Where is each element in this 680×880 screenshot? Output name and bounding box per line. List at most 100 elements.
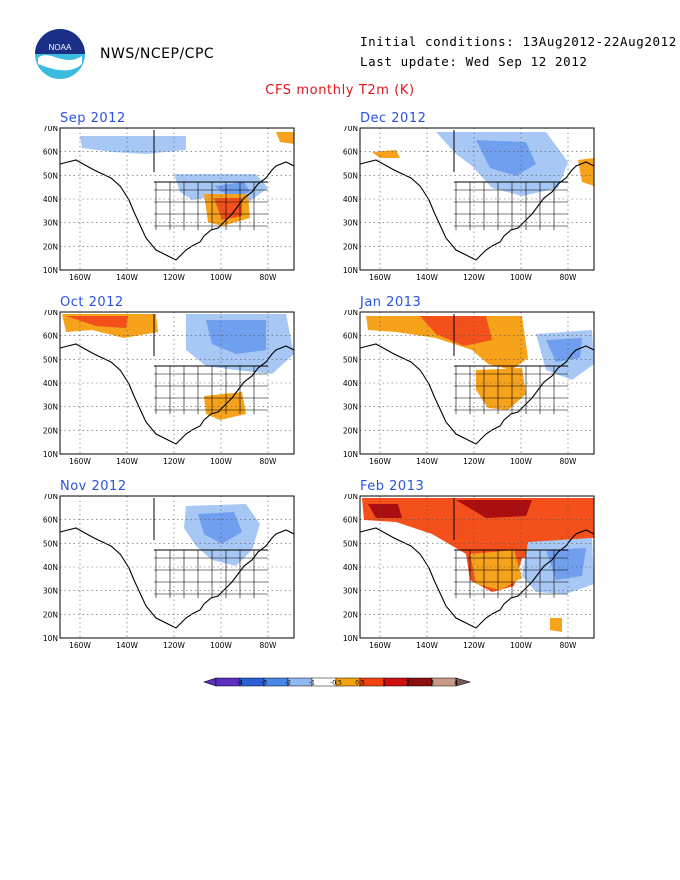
longitude-label: 160W bbox=[69, 641, 91, 650]
longitude-label: 80W bbox=[260, 641, 278, 650]
latitude-label: 40N bbox=[43, 379, 58, 388]
page-title: CFS monthly T2m (K) bbox=[265, 83, 415, 98]
latitude-label: 70N bbox=[43, 494, 58, 501]
anomaly-region bbox=[476, 140, 536, 176]
latitude-label: 30N bbox=[343, 587, 358, 596]
anomaly-region bbox=[578, 158, 594, 186]
organization-name: NWS/NCEP/CPC bbox=[100, 46, 215, 62]
longitude-label: 140W bbox=[116, 457, 138, 466]
latitude-label: 40N bbox=[43, 563, 58, 572]
color-scale-bar: -4 -3 -2 -1 -0.5 0.5 1 2 3 4 bbox=[203, 677, 472, 687]
longitude-label: 160W bbox=[69, 273, 91, 282]
latitude-label: 30N bbox=[343, 219, 358, 228]
colorbar-segment bbox=[383, 677, 409, 687]
latitude-label: 60N bbox=[43, 516, 58, 525]
anomaly-region bbox=[362, 498, 594, 592]
latitude-label: 70N bbox=[343, 126, 358, 133]
coastline bbox=[59, 343, 295, 445]
latitude-label: 50N bbox=[43, 171, 58, 180]
latitude-label: 30N bbox=[43, 587, 58, 596]
panel-title-nov-2012: Nov 2012 bbox=[60, 479, 127, 494]
latitude-label: 20N bbox=[343, 426, 358, 435]
longitude-label: 120W bbox=[163, 273, 185, 282]
longitude-label: 140W bbox=[416, 273, 438, 282]
longitude-label: 100W bbox=[210, 273, 232, 282]
colorbar-label: 4 bbox=[454, 680, 458, 687]
panel-title-sep-2012: Sep 2012 bbox=[60, 111, 126, 126]
colorbar-label: 0.5 bbox=[355, 680, 365, 687]
latitude-label: 60N bbox=[43, 148, 58, 157]
colorbar-label: -4 bbox=[237, 680, 243, 687]
latitude-label: 40N bbox=[343, 563, 358, 572]
longitude-label: 80W bbox=[260, 457, 278, 466]
longitude-label: 160W bbox=[69, 457, 91, 466]
latitude-label: 10N bbox=[43, 450, 58, 459]
anomaly-region bbox=[368, 504, 402, 518]
longitude-label: 100W bbox=[510, 641, 532, 650]
colorbar-label: 1 bbox=[382, 680, 386, 687]
map-frame bbox=[59, 495, 295, 639]
initial-conditions: Initial conditions: 13Aug2012-22Aug2012 bbox=[360, 34, 677, 49]
latitude-label: 30N bbox=[343, 403, 358, 412]
panel-title-feb-2013: Feb 2013 bbox=[360, 479, 425, 494]
map-frame bbox=[359, 127, 595, 271]
map-frame bbox=[359, 311, 595, 455]
latitude-label: 50N bbox=[43, 355, 58, 364]
longitude-label: 100W bbox=[510, 273, 532, 282]
colorbar-left-arrow bbox=[203, 677, 217, 687]
longitude-label: 80W bbox=[260, 273, 278, 282]
last-update: Last update: Wed Sep 12 2012 bbox=[360, 54, 588, 69]
latitude-label: 10N bbox=[43, 634, 58, 643]
longitude-label: 120W bbox=[163, 457, 185, 466]
longitude-label: 140W bbox=[416, 457, 438, 466]
latitude-label: 70N bbox=[43, 126, 58, 133]
map-frame bbox=[359, 495, 595, 639]
latitude-label: 70N bbox=[343, 310, 358, 317]
colorbar-label: -2 bbox=[285, 680, 291, 687]
latitude-label: 10N bbox=[43, 266, 58, 275]
map-panel-nov-2012: 70N 60N 50N 40N 30N 20N 10N 160W 140W 120W 100W 80W… bbox=[43, 494, 295, 650]
latitude-label: 20N bbox=[343, 610, 358, 619]
latitude-label: 20N bbox=[43, 426, 58, 435]
latitude-label: 60N bbox=[343, 148, 358, 157]
latitude-label: 50N bbox=[343, 171, 358, 180]
anomaly-region bbox=[546, 548, 586, 580]
panel-title-jan-2013: Jan 2013 bbox=[360, 295, 422, 310]
anomaly-region bbox=[66, 316, 128, 328]
colorbar-segment bbox=[431, 677, 457, 687]
colorbar-label: 3 bbox=[430, 680, 434, 687]
longitude-label: 160W bbox=[369, 457, 391, 466]
longitude-label: 160W bbox=[369, 273, 391, 282]
longitude-label: 80W bbox=[560, 457, 578, 466]
panel-title-oct-2012: Oct 2012 bbox=[60, 295, 124, 310]
anomaly-region bbox=[420, 316, 492, 346]
longitude-label: 140W bbox=[116, 273, 138, 282]
latitude-label: 20N bbox=[43, 242, 58, 251]
map-panel-feb-2013: 70N 60N 50N 40N 30N 20N 10N 160W 140W 120W 100W 80W… bbox=[343, 494, 595, 650]
coastline bbox=[359, 159, 595, 261]
colorbar-label: -1 bbox=[309, 680, 315, 687]
latitude-label: 50N bbox=[343, 355, 358, 364]
longitude-label: 100W bbox=[510, 457, 532, 466]
longitude-label: 80W bbox=[560, 641, 578, 650]
latitude-label: 10N bbox=[343, 266, 358, 275]
latitude-label: 60N bbox=[343, 332, 358, 341]
noaa-logo: NOAA bbox=[35, 29, 85, 79]
anomaly-region bbox=[80, 136, 186, 154]
latitude-label: 70N bbox=[343, 494, 358, 501]
latitude-label: 30N bbox=[43, 219, 58, 228]
coastline bbox=[59, 159, 295, 261]
anomaly-region bbox=[206, 320, 266, 354]
longitude-label: 100W bbox=[210, 457, 232, 466]
coastline bbox=[359, 343, 595, 445]
map-frame bbox=[59, 127, 295, 271]
latitude-label: 20N bbox=[43, 610, 58, 619]
map-panel-oct-2012: 70N 60N 50N 40N 30N 20N 10N 160W 140W 120W 100W 80W… bbox=[43, 310, 295, 466]
anomaly-region bbox=[198, 512, 242, 544]
anomaly-region bbox=[476, 368, 526, 410]
latitude-label: 10N bbox=[343, 634, 358, 643]
colorbar-label: 2 bbox=[406, 680, 410, 687]
map-panel-jan-2013: 70N 60N 50N 40N 30N 20N 10N 160W 140W 120W 100W 80W… bbox=[343, 310, 595, 466]
latitude-label: 40N bbox=[343, 379, 358, 388]
longitude-label: 120W bbox=[463, 641, 485, 650]
